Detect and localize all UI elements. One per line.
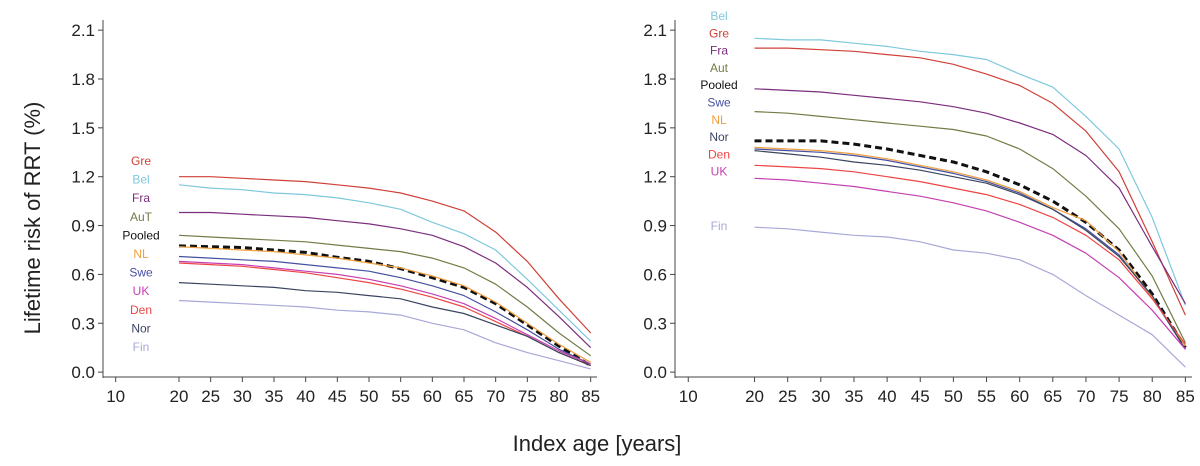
- series-label-nl: NL: [711, 113, 727, 127]
- series-label-pooled: Pooled: [700, 78, 737, 92]
- series-label-nl: NL: [133, 247, 149, 261]
- series-line-bel: [178, 184, 592, 342]
- series-line-nl: [754, 146, 1186, 347]
- x-tick-label: 45: [911, 387, 930, 406]
- x-tick-label: 85: [1176, 387, 1195, 406]
- x-tick-label: 55: [977, 387, 996, 406]
- x-tick-label: 35: [265, 387, 284, 406]
- x-tick-label: 30: [233, 387, 252, 406]
- y-tick-label: 1.8: [643, 70, 667, 89]
- x-tick-label: 35: [845, 387, 864, 406]
- series-line-nor: [178, 282, 591, 367]
- x-tick-label: 65: [1043, 387, 1062, 406]
- x-tick-label: 50: [944, 387, 963, 406]
- series-line-bel: [754, 37, 1186, 306]
- y-tick-label: 1.2: [643, 168, 667, 187]
- series-line-fin: [178, 299, 591, 370]
- series-line-pooled: [754, 139, 1187, 349]
- series-label-den: Den: [708, 147, 730, 161]
- y-tick-label: 0.6: [71, 265, 95, 284]
- series-line-gre: [754, 47, 1186, 316]
- series-label-fra: Fra: [710, 44, 728, 58]
- series-label-den: Den: [130, 303, 152, 317]
- series-label-nor: Nor: [131, 321, 150, 335]
- series-label-fra: Fra: [132, 191, 150, 205]
- series-label-swe: Swe: [129, 266, 153, 280]
- x-tick-label: 55: [391, 387, 410, 406]
- chart-panel-left: 0.0 0.3 0.6 0.9 1.2 1.5 1.8 2.1 10 20 25 30 35 40 45 50…: [71, 20, 600, 406]
- series-label-aut: Aut: [710, 61, 729, 75]
- y-tick-label: 1.2: [71, 168, 95, 187]
- series-line-swe: [178, 255, 591, 365]
- y-tick-label: 1.5: [71, 119, 95, 138]
- y-tick-label: 2.1: [71, 21, 95, 40]
- y-tick-label: 2.1: [643, 21, 667, 40]
- x-tick-label: 10: [679, 387, 698, 406]
- y-tick-label: 1.8: [71, 70, 95, 89]
- series-label-gre: Gre: [709, 26, 729, 40]
- x-tick-label: 50: [360, 387, 379, 406]
- y-tick-label: 0.9: [643, 217, 667, 236]
- y-tick-label: 0.3: [71, 314, 95, 333]
- x-tick-label: 45: [328, 387, 347, 406]
- series-label-bel: Bel: [132, 173, 149, 187]
- series-line-pooled: [178, 244, 592, 367]
- series-label-swe: Swe: [707, 96, 731, 110]
- series-label-nor: Nor: [709, 130, 728, 144]
- series-line-fin: [754, 226, 1186, 368]
- x-tick-label: 80: [1143, 387, 1162, 406]
- x-tick-label: 60: [423, 387, 442, 406]
- series-line-aut: [754, 111, 1186, 344]
- x-tick-label: 75: [1110, 387, 1129, 406]
- series-line-den: [178, 262, 591, 367]
- x-tick-label: 70: [486, 387, 505, 406]
- series-line-nor: [754, 150, 1186, 350]
- x-tick-label: 40: [296, 387, 315, 406]
- series-label-pooled: Pooled: [122, 228, 159, 242]
- series-line-aut: [178, 234, 592, 357]
- series-line-gre: [179, 176, 592, 334]
- series-label-gre: Gre: [131, 154, 151, 168]
- series-line-fra: [754, 88, 1186, 305]
- y-tick-label: 0.6: [643, 265, 667, 284]
- y-axis-title: Lifetime risk of RRT (%): [20, 102, 45, 335]
- series-line-nl: [178, 246, 591, 363]
- x-tick-label: 20: [745, 387, 764, 406]
- chart-panel-right: 0.0 0.3 0.6 0.9 1.2 1.5 1.8 2.1 10 20 25 30 35 40 45 50…: [643, 9, 1194, 406]
- series-label-fin: Fin: [711, 219, 728, 233]
- series-label-bel: Bel: [710, 9, 727, 23]
- x-tick-label: 40: [878, 387, 897, 406]
- y-tick-label: 0.0: [71, 363, 95, 382]
- x-tick-label: 80: [550, 387, 569, 406]
- x-axis-title: Index age [years]: [513, 431, 682, 456]
- series-line-fra: [179, 211, 592, 349]
- x-tick-label: 70: [1076, 387, 1095, 406]
- x-tick-label: 85: [581, 387, 600, 406]
- x-tick-label: 20: [170, 387, 189, 406]
- series-line-den: [754, 164, 1186, 345]
- x-tick-label: 65: [455, 387, 474, 406]
- x-tick-label: 25: [201, 387, 220, 406]
- y-tick-label: 0.3: [643, 314, 667, 333]
- series-label-fin: Fin: [133, 340, 150, 354]
- x-tick-label: 60: [1010, 387, 1029, 406]
- series-line-uk: [754, 177, 1186, 350]
- x-tick-label: 30: [811, 387, 830, 406]
- series-label-uk: UK: [711, 165, 728, 179]
- series-line-swe: [754, 148, 1186, 350]
- series-line-uk: [178, 260, 591, 365]
- y-tick-label: 0.0: [643, 363, 667, 382]
- x-tick-label: 25: [778, 387, 797, 406]
- y-tick-label: 0.9: [71, 217, 95, 236]
- x-tick-label: 10: [106, 387, 125, 406]
- x-tick-label: 75: [518, 387, 537, 406]
- series-label-uk: UK: [133, 284, 150, 298]
- y-tick-label: 1.5: [643, 119, 667, 138]
- series-label-aut: AuT: [130, 210, 153, 224]
